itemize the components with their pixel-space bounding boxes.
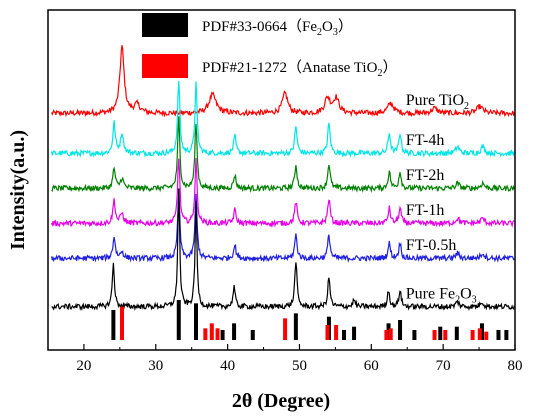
x-tick-label: 50: [292, 358, 307, 374]
tio2-ref-bar: [120, 306, 125, 340]
plot-frame: [47, 9, 516, 351]
x-tick-label: 80: [508, 358, 523, 374]
legend: PDF#33-0664（Fe2O3） PDF#21-1272（Anatase T…: [142, 13, 397, 79]
series-line-0: [51, 45, 515, 118]
tio2-ref-bar: [388, 328, 393, 340]
fe2o3-ref-bar: [111, 310, 116, 340]
x-axis-title: 2θ (Degree): [232, 390, 330, 412]
series-label-4: FT-0.5h: [406, 237, 457, 254]
tio2-ref-bar: [384, 330, 389, 340]
fe2o3-ref-bar: [504, 330, 509, 340]
x-ticks: 20 30 40 50 60 70 80: [76, 344, 523, 374]
series-labels: Pure TiO2 FT-4h FT-2h FT-1h FT-0.5h Pure Fe2O…: [406, 92, 477, 305]
fe2o3-ref-bar: [412, 330, 417, 340]
tio2-ref-bar: [484, 331, 489, 340]
fe2o3-ref-bar: [398, 320, 403, 340]
tio2-ref-bar: [325, 325, 330, 340]
series-line-2: [51, 116, 515, 194]
x-tick-label: 30: [148, 358, 163, 374]
chart-marks: [51, 45, 515, 312]
series-label-3: FT-1h: [406, 202, 445, 219]
series-label-5: Pure Fe2O3: [406, 285, 477, 305]
fe2o3-ref-bar: [352, 326, 357, 340]
x-tick-label: 70: [436, 358, 451, 374]
fe2o3-ref-bar: [232, 323, 237, 340]
fe2o3-ref-bar: [438, 326, 443, 340]
fe2o3-ref-bar: [250, 330, 255, 340]
fe2o3-ref-bar: [342, 330, 347, 340]
series-label-0: Pure TiO2: [406, 92, 469, 112]
legend-label-fe2o3: PDF#33-0664（Fe2O3）: [202, 18, 353, 38]
series-line-3: [51, 158, 515, 228]
series-line-4: [51, 188, 515, 263]
fe2o3-ref-bar: [386, 323, 391, 340]
x-tick-label: 20: [76, 358, 91, 374]
series-line-5: [51, 188, 515, 312]
series-line-1: [51, 80, 515, 158]
fe2o3-ref-bar: [194, 303, 199, 340]
fe2o3-ref-bar: [479, 323, 484, 340]
tio2-ref-bar: [334, 325, 339, 340]
tio2-ref-bar: [432, 330, 437, 340]
x-tick-label: 60: [364, 358, 379, 374]
legend-swatch-fe2o3: [142, 13, 188, 37]
legend-swatch-tio2: [142, 54, 188, 78]
tio2-ref-bar: [215, 328, 220, 340]
tio2-ref-bar: [443, 330, 448, 340]
fe2o3-ref-bar: [454, 326, 459, 340]
fe2o3-ref-bar: [176, 300, 181, 340]
fe2o3-ref-bar: [496, 330, 501, 340]
fe2o3-ref-bar: [293, 313, 298, 340]
tio2-ref-bar: [477, 328, 482, 340]
tio2-ref-bar: [283, 318, 288, 340]
series-label-2: FT-2h: [406, 167, 445, 184]
reference-bars: [111, 300, 509, 340]
series-label-1: FT-4h: [406, 132, 445, 149]
x-tick-label: 40: [220, 358, 235, 374]
tio2-ref-bar: [203, 328, 208, 340]
tio2-ref-bar: [470, 330, 475, 340]
fe2o3-ref-bar: [220, 330, 225, 340]
y-axis-title: Intensity(a.u.): [7, 130, 29, 250]
legend-label-tio2: PDF#21-1272（Anatase TiO2）: [202, 59, 397, 79]
tio2-ref-bar: [209, 323, 214, 340]
